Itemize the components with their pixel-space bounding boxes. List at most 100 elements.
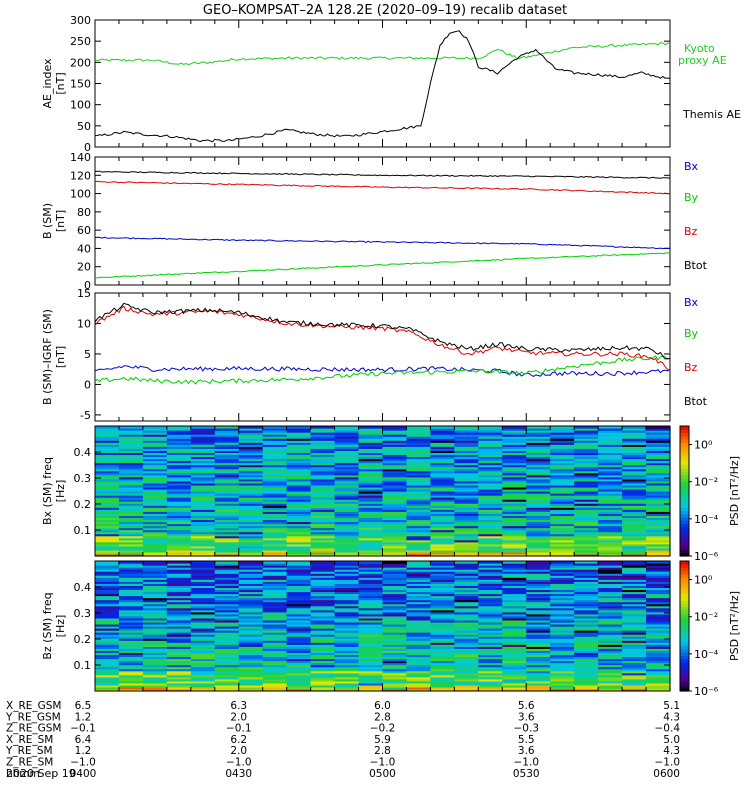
- psd-cell: [406, 517, 432, 521]
- psd-cell: [550, 549, 575, 553]
- psd-cell: [502, 458, 527, 462]
- psd-cell: [622, 533, 647, 537]
- psd-cell: [574, 472, 599, 476]
- psd-cell: [358, 450, 384, 454]
- psd-cell: [166, 470, 192, 474]
- psd-cell: [454, 581, 479, 584]
- psd-cell: [622, 426, 647, 429]
- psd-cell: [598, 563, 623, 566]
- psd-cell: [598, 529, 623, 533]
- ephemeris-value: 6.0: [374, 700, 391, 712]
- psd-cell: [478, 442, 503, 445]
- psd-cell: [622, 472, 647, 476]
- psd-cell: [190, 470, 216, 474]
- psd-cell: [622, 480, 647, 484]
- psd-cell: [95, 468, 120, 472]
- psd-cell: [166, 446, 192, 449]
- psd-cell: [118, 464, 144, 468]
- psd-cell: [646, 636, 671, 639]
- psd-cell: [358, 541, 384, 545]
- psd-cell: [502, 497, 527, 500]
- psd-cell: [646, 565, 671, 568]
- psd-cell: [334, 426, 360, 429]
- psd-cell: [646, 434, 671, 437]
- psd-cell: [286, 493, 312, 496]
- psd-cell: [430, 507, 455, 510]
- psd-cell: [286, 497, 312, 500]
- psd-cell: [358, 662, 384, 666]
- psd-cell: [358, 495, 384, 498]
- psd-cell: [406, 472, 432, 476]
- psd-cell: [574, 646, 599, 649]
- psd-cell: [646, 626, 671, 629]
- psd-cell: [95, 438, 120, 441]
- psd-cell: [190, 426, 216, 429]
- psd-cell: [142, 571, 168, 574]
- psd-cell: [310, 601, 336, 605]
- psd-cell: [286, 456, 312, 460]
- psd-cell: [478, 472, 503, 476]
- psd-cell: [598, 656, 623, 660]
- psd-cell: [478, 563, 503, 566]
- psd-cell: [406, 684, 432, 688]
- psd-cell: [286, 446, 312, 449]
- psd-cell: [406, 470, 432, 474]
- psd-cell: [622, 468, 647, 472]
- psd-cell: [166, 432, 192, 435]
- psd-cell: [382, 652, 408, 656]
- psd-cell: [310, 426, 336, 429]
- psd-cell: [478, 503, 503, 506]
- psd-cell: [598, 436, 623, 439]
- psd-cell: [646, 460, 671, 464]
- psd-cell: [574, 474, 599, 478]
- psd-cell: [95, 569, 120, 572]
- psd-cell: [430, 430, 455, 433]
- psd-cell: [286, 650, 312, 654]
- psd-cell: [382, 605, 408, 609]
- psd-cell: [142, 626, 168, 629]
- psd-cell: [214, 601, 240, 605]
- psd-cell: [406, 454, 432, 458]
- psd-cell: [598, 601, 623, 605]
- psd-cell: [574, 650, 599, 654]
- psd-cell: [190, 599, 216, 603]
- psd-cell: [118, 678, 144, 682]
- psd-cell: [598, 495, 623, 498]
- psd-cell: [454, 591, 479, 595]
- psd-cell: [382, 448, 408, 451]
- psd-cell: [550, 688, 575, 692]
- colorbar-cell: [680, 616, 689, 621]
- y-tick-label: 0.2: [74, 498, 92, 511]
- psd-cell: [550, 535, 575, 539]
- series-line-themis-ae: [94, 30, 671, 143]
- psd-cell: [646, 440, 671, 443]
- psd-cell: [550, 523, 575, 527]
- psd-cell: [430, 650, 455, 654]
- psd-cell: [526, 684, 551, 688]
- psd-cell: [262, 454, 288, 458]
- psd-cell: [574, 567, 599, 570]
- psd-cell: [118, 573, 144, 576]
- psd-cell: [622, 464, 647, 468]
- psd-cell: [118, 531, 144, 535]
- psd-cell: [550, 569, 575, 572]
- psd-cell: [574, 581, 599, 584]
- psd-cell: [262, 652, 288, 656]
- psd-cell: [166, 609, 192, 613]
- psd-cell: [526, 464, 551, 468]
- psd-cell: [166, 646, 192, 649]
- psd-cell: [598, 561, 623, 564]
- psd-cell: [214, 476, 240, 480]
- psd-cell: [334, 650, 360, 654]
- psd-cell: [358, 642, 384, 645]
- psd-cell: [406, 456, 432, 460]
- psd-cell: [430, 523, 455, 527]
- colorbar-cell: [680, 552, 689, 557]
- psd-cell: [526, 432, 551, 435]
- psd-cell: [502, 482, 527, 486]
- psd-cell: [95, 521, 120, 525]
- psd-cell: [502, 430, 527, 433]
- psd-cell: [406, 511, 432, 514]
- psd-cell: [118, 458, 144, 462]
- psd-cell: [166, 505, 192, 508]
